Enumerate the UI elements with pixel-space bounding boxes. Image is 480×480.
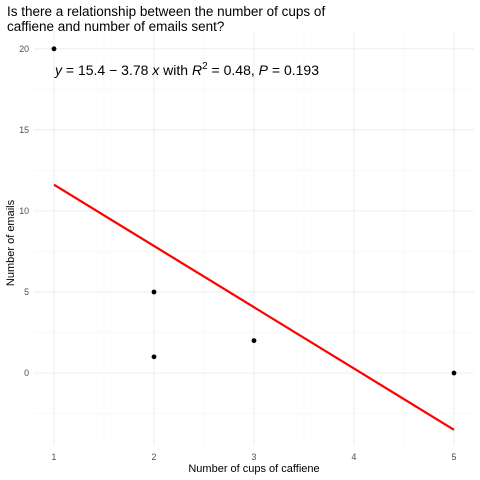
y-axis-title: Number of emails — [5, 199, 17, 286]
regression-line — [53, 183, 455, 431]
eq-x-var: x — [151, 62, 160, 78]
eq-y-var: y — [54, 62, 63, 78]
x-tick-label: 2 — [152, 452, 157, 462]
major-gridlines — [34, 31, 474, 446]
eq-r-val: = 0.48, — [208, 62, 259, 78]
data-point — [251, 338, 257, 344]
eq-p: P — [259, 62, 269, 78]
chart-title: Is there a relationship between the numb… — [7, 4, 325, 34]
chart-title-line: Is there a relationship between the numb… — [7, 4, 325, 19]
chart-title-line: caffiene and number of emails sent? — [7, 19, 224, 34]
data-point — [151, 289, 157, 295]
x-tick-label: 4 — [352, 452, 357, 462]
eq-p-val: = 0.193 — [268, 62, 319, 78]
y-tick-label: 15 — [19, 125, 29, 135]
eq-r-sup: 2 — [202, 61, 208, 72]
y-tick-label: 20 — [19, 44, 29, 54]
y-tick-label: 0 — [24, 368, 29, 378]
y-tick-label: 5 — [24, 287, 29, 297]
x-tick-label: 5 — [452, 452, 457, 462]
data-point — [451, 370, 457, 376]
x-axis-title: Number of cups of caffiene — [188, 463, 319, 475]
x-tick-label: 1 — [52, 452, 57, 462]
eq-r: R — [192, 62, 202, 78]
eq-with: with — [159, 62, 192, 78]
x-axis-ticks: 1 2 3 4 5 — [52, 452, 457, 462]
eq-main: = 15.4 − 3.78 — [62, 62, 152, 78]
data-points — [51, 46, 457, 376]
y-axis-ticks: 0 5 10 15 20 — [19, 44, 29, 378]
data-point — [151, 354, 157, 360]
y-tick-label: 10 — [19, 206, 29, 216]
x-tick-label: 3 — [252, 452, 257, 462]
regression-equation: y = 15.4 − 3.78 x with R2 = 0.48, P = 0.… — [54, 61, 319, 78]
data-point — [51, 46, 57, 52]
